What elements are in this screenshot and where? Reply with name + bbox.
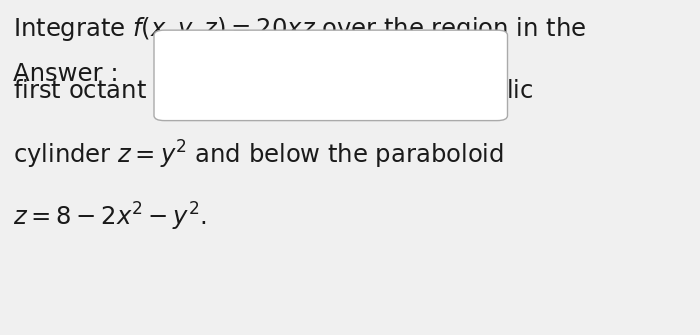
- Text: cylinder $z = y^2$ and below the paraboloid: cylinder $z = y^2$ and below the parabol…: [13, 139, 503, 171]
- Text: first octant $(x, y, z \geq 0)$ above the parabolic: first octant $(x, y, z \geq 0)$ above th…: [13, 77, 533, 105]
- Text: Integrate $f(x, y, z) = 20xz$ over the region in the: Integrate $f(x, y, z) = 20xz$ over the r…: [13, 15, 586, 43]
- Text: $z = 8 - 2x^2 - y^2$.: $z = 8 - 2x^2 - y^2$.: [13, 201, 206, 233]
- FancyBboxPatch shape: [154, 30, 508, 121]
- Text: Answer :: Answer :: [13, 62, 118, 86]
